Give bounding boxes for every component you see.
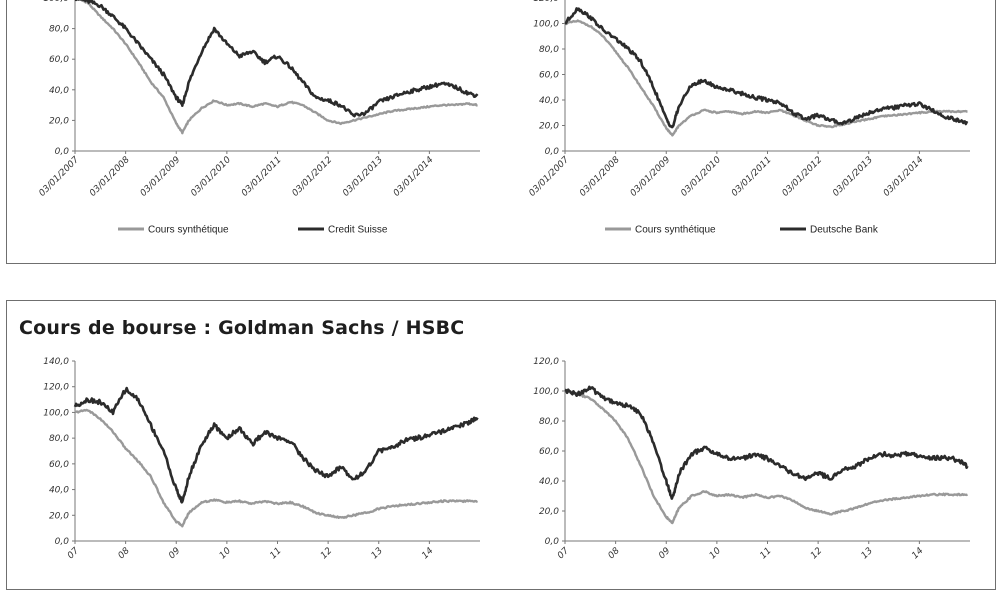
y-tick-label: 140,0 xyxy=(43,357,69,367)
chart-hsbc: 0,0 20,0 40,0 60,0 80,0 100,0 120,0 07 08 09 10 11 1… xyxy=(533,357,970,561)
y-tick-label: 80,0 xyxy=(49,25,69,35)
y-tick-label: 40,0 xyxy=(49,486,69,496)
y-tick-label: 100,0 xyxy=(43,408,69,418)
y-tick-label: 60,0 xyxy=(49,55,69,65)
y-tick-label: 0,0 xyxy=(55,147,70,157)
x-tick-label: 09 xyxy=(657,546,672,561)
y-tick-label: 100,0 xyxy=(533,387,559,397)
legend-label: Deutsche Bank xyxy=(810,225,879,236)
y-tick-label: 120,0 xyxy=(43,383,69,393)
y-tick-label: 20,0 xyxy=(539,122,559,132)
x-tick-label: 10 xyxy=(708,546,723,561)
y-tick-label: 20,0 xyxy=(49,116,69,126)
top-chart-panel xyxy=(6,0,996,264)
series-line-0 xyxy=(74,408,479,528)
y-tick-label: 80,0 xyxy=(49,434,69,444)
legend-label: Cours synthétique xyxy=(148,225,229,236)
y-tick-label: 60,0 xyxy=(539,447,559,457)
bottom-chart-panel: Cours de bourse : Goldman Sachs / HSBC xyxy=(6,300,996,590)
x-tick-label: 07 xyxy=(556,546,571,561)
series-line-1 xyxy=(73,386,479,504)
series-line-0 xyxy=(77,0,478,135)
y-tick-label: 80,0 xyxy=(539,45,559,55)
chart-deutsche-bank: 0,020,040,060,080,0100,0120,003/01/20070… xyxy=(527,0,970,236)
series-line-0 xyxy=(564,389,968,525)
x-tick-label: 13 xyxy=(860,546,875,561)
x-tick-label: 08 xyxy=(607,546,622,561)
y-tick-label: 120,0 xyxy=(533,357,559,367)
x-tick-label: 12 xyxy=(809,546,824,561)
y-tick-label: 80,0 xyxy=(539,417,559,427)
series-line-1 xyxy=(564,7,969,129)
x-tick-label: 11 xyxy=(758,546,773,561)
legend-label: Credit Suisse xyxy=(328,225,388,236)
y-tick-label: 40,0 xyxy=(539,477,559,487)
y-tick-label: 100,0 xyxy=(533,20,559,30)
y-tick-label: 40,0 xyxy=(539,96,559,106)
y-tick-label: 0,0 xyxy=(55,537,70,547)
y-tick-label: 60,0 xyxy=(539,71,559,81)
y-tick-label: 0,0 xyxy=(545,147,560,157)
series-line-1 xyxy=(564,385,969,500)
y-tick-label: 20,0 xyxy=(539,507,559,517)
y-tick-label: 20,0 xyxy=(49,511,69,521)
y-tick-label: 0,0 xyxy=(545,537,560,547)
y-tick-label: 40,0 xyxy=(49,86,69,96)
panel-title: Cours de bourse : Goldman Sachs / HSBC xyxy=(19,317,465,339)
y-tick-label: 60,0 xyxy=(49,460,69,470)
series-line-0 xyxy=(564,19,968,137)
chart-credit-suisse: 0,020,040,060,080,0100,003/01/200703/01/… xyxy=(37,0,480,236)
x-tick-label: 14 xyxy=(910,546,925,561)
series-line-1 xyxy=(74,0,479,118)
legend-label: Cours synthétique xyxy=(635,225,716,236)
y-tick-label: 100,0 xyxy=(43,0,69,4)
y-tick-label: 120,0 xyxy=(533,0,559,4)
